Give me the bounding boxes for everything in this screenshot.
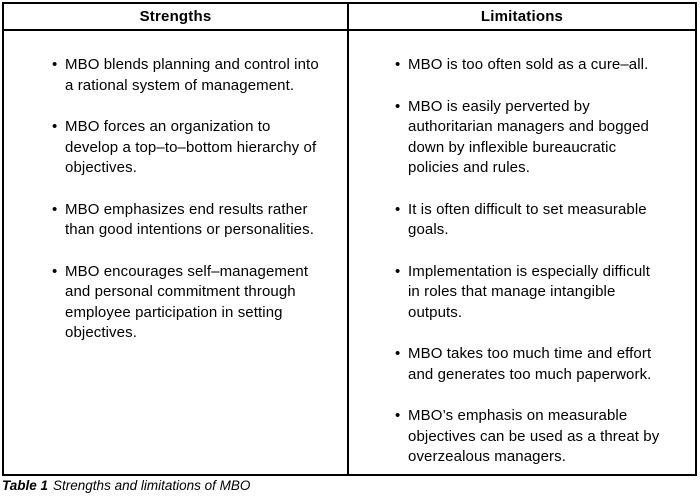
bullet-icon: •: [52, 200, 58, 218]
list-item: • MBO’s emphasis on measurable objective…: [395, 406, 689, 468]
item-text: MBO’s emphasis on measurable objectives …: [408, 407, 660, 465]
list-item: • MBO takes too much time and effort and…: [395, 344, 689, 385]
column-strengths: Strengths • MBO blends planning and cont…: [4, 4, 349, 474]
bullet-icon: •: [395, 262, 401, 280]
caption-text: Strengths and limitations of MBO: [53, 478, 251, 493]
bullet-icon: •: [52, 262, 58, 280]
item-text: MBO forces an organization to develop a …: [65, 118, 317, 176]
list-item: • MBO blends planning and control into a…: [52, 55, 339, 96]
item-text: MBO is too often sold as a cure–all.: [408, 56, 649, 73]
bullet-icon: •: [395, 56, 401, 73]
list-item: • MBO is easily perverted by authoritari…: [395, 97, 689, 179]
list-item: • MBO encourages self–management and per…: [52, 262, 339, 344]
item-text: MBO emphasizes end results rather than g…: [65, 200, 314, 239]
list-item: • MBO forces an organization to develop …: [52, 117, 339, 179]
bullet-icon: •: [52, 56, 58, 73]
bullet-icon: •: [395, 345, 401, 362]
strengths-list: • MBO blends planning and control into a…: [4, 31, 347, 365]
list-item: • It is often difficult to set measurabl…: [395, 200, 689, 241]
item-text: It is often difficult to set measurable …: [408, 200, 647, 239]
caption-label: Table 1: [2, 478, 49, 493]
bullet-icon: •: [395, 200, 401, 218]
item-text: Implementation is especially difficult i…: [408, 262, 650, 321]
item-text: MBO encourages self–management and perso…: [65, 262, 309, 342]
bullet-icon: •: [52, 118, 58, 135]
limitations-list: • MBO is too often sold as a cure–all. •…: [349, 31, 695, 489]
strengths-header: Strengths: [4, 4, 347, 31]
column-limitations: Limitations • MBO is too often sold as a…: [349, 4, 695, 474]
item-text: MBO is easily perverted by authoritarian…: [408, 97, 649, 177]
bullet-icon: •: [395, 97, 401, 115]
list-item: • MBO emphasizes end results rather than…: [52, 200, 339, 241]
list-item: • Implementation is especially difficult…: [395, 262, 689, 324]
limitations-header: Limitations: [349, 4, 695, 31]
list-item: • MBO is too often sold as a cure–all.: [395, 55, 689, 76]
mbo-table: Strengths • MBO blends planning and cont…: [2, 2, 697, 476]
item-text: MBO blends planning and control into a r…: [65, 56, 319, 94]
bullet-icon: •: [395, 407, 401, 424]
table-caption: Table 1 Strengths and limitations of MBO: [2, 478, 250, 493]
item-text: MBO takes too much time and effort and g…: [408, 345, 652, 383]
